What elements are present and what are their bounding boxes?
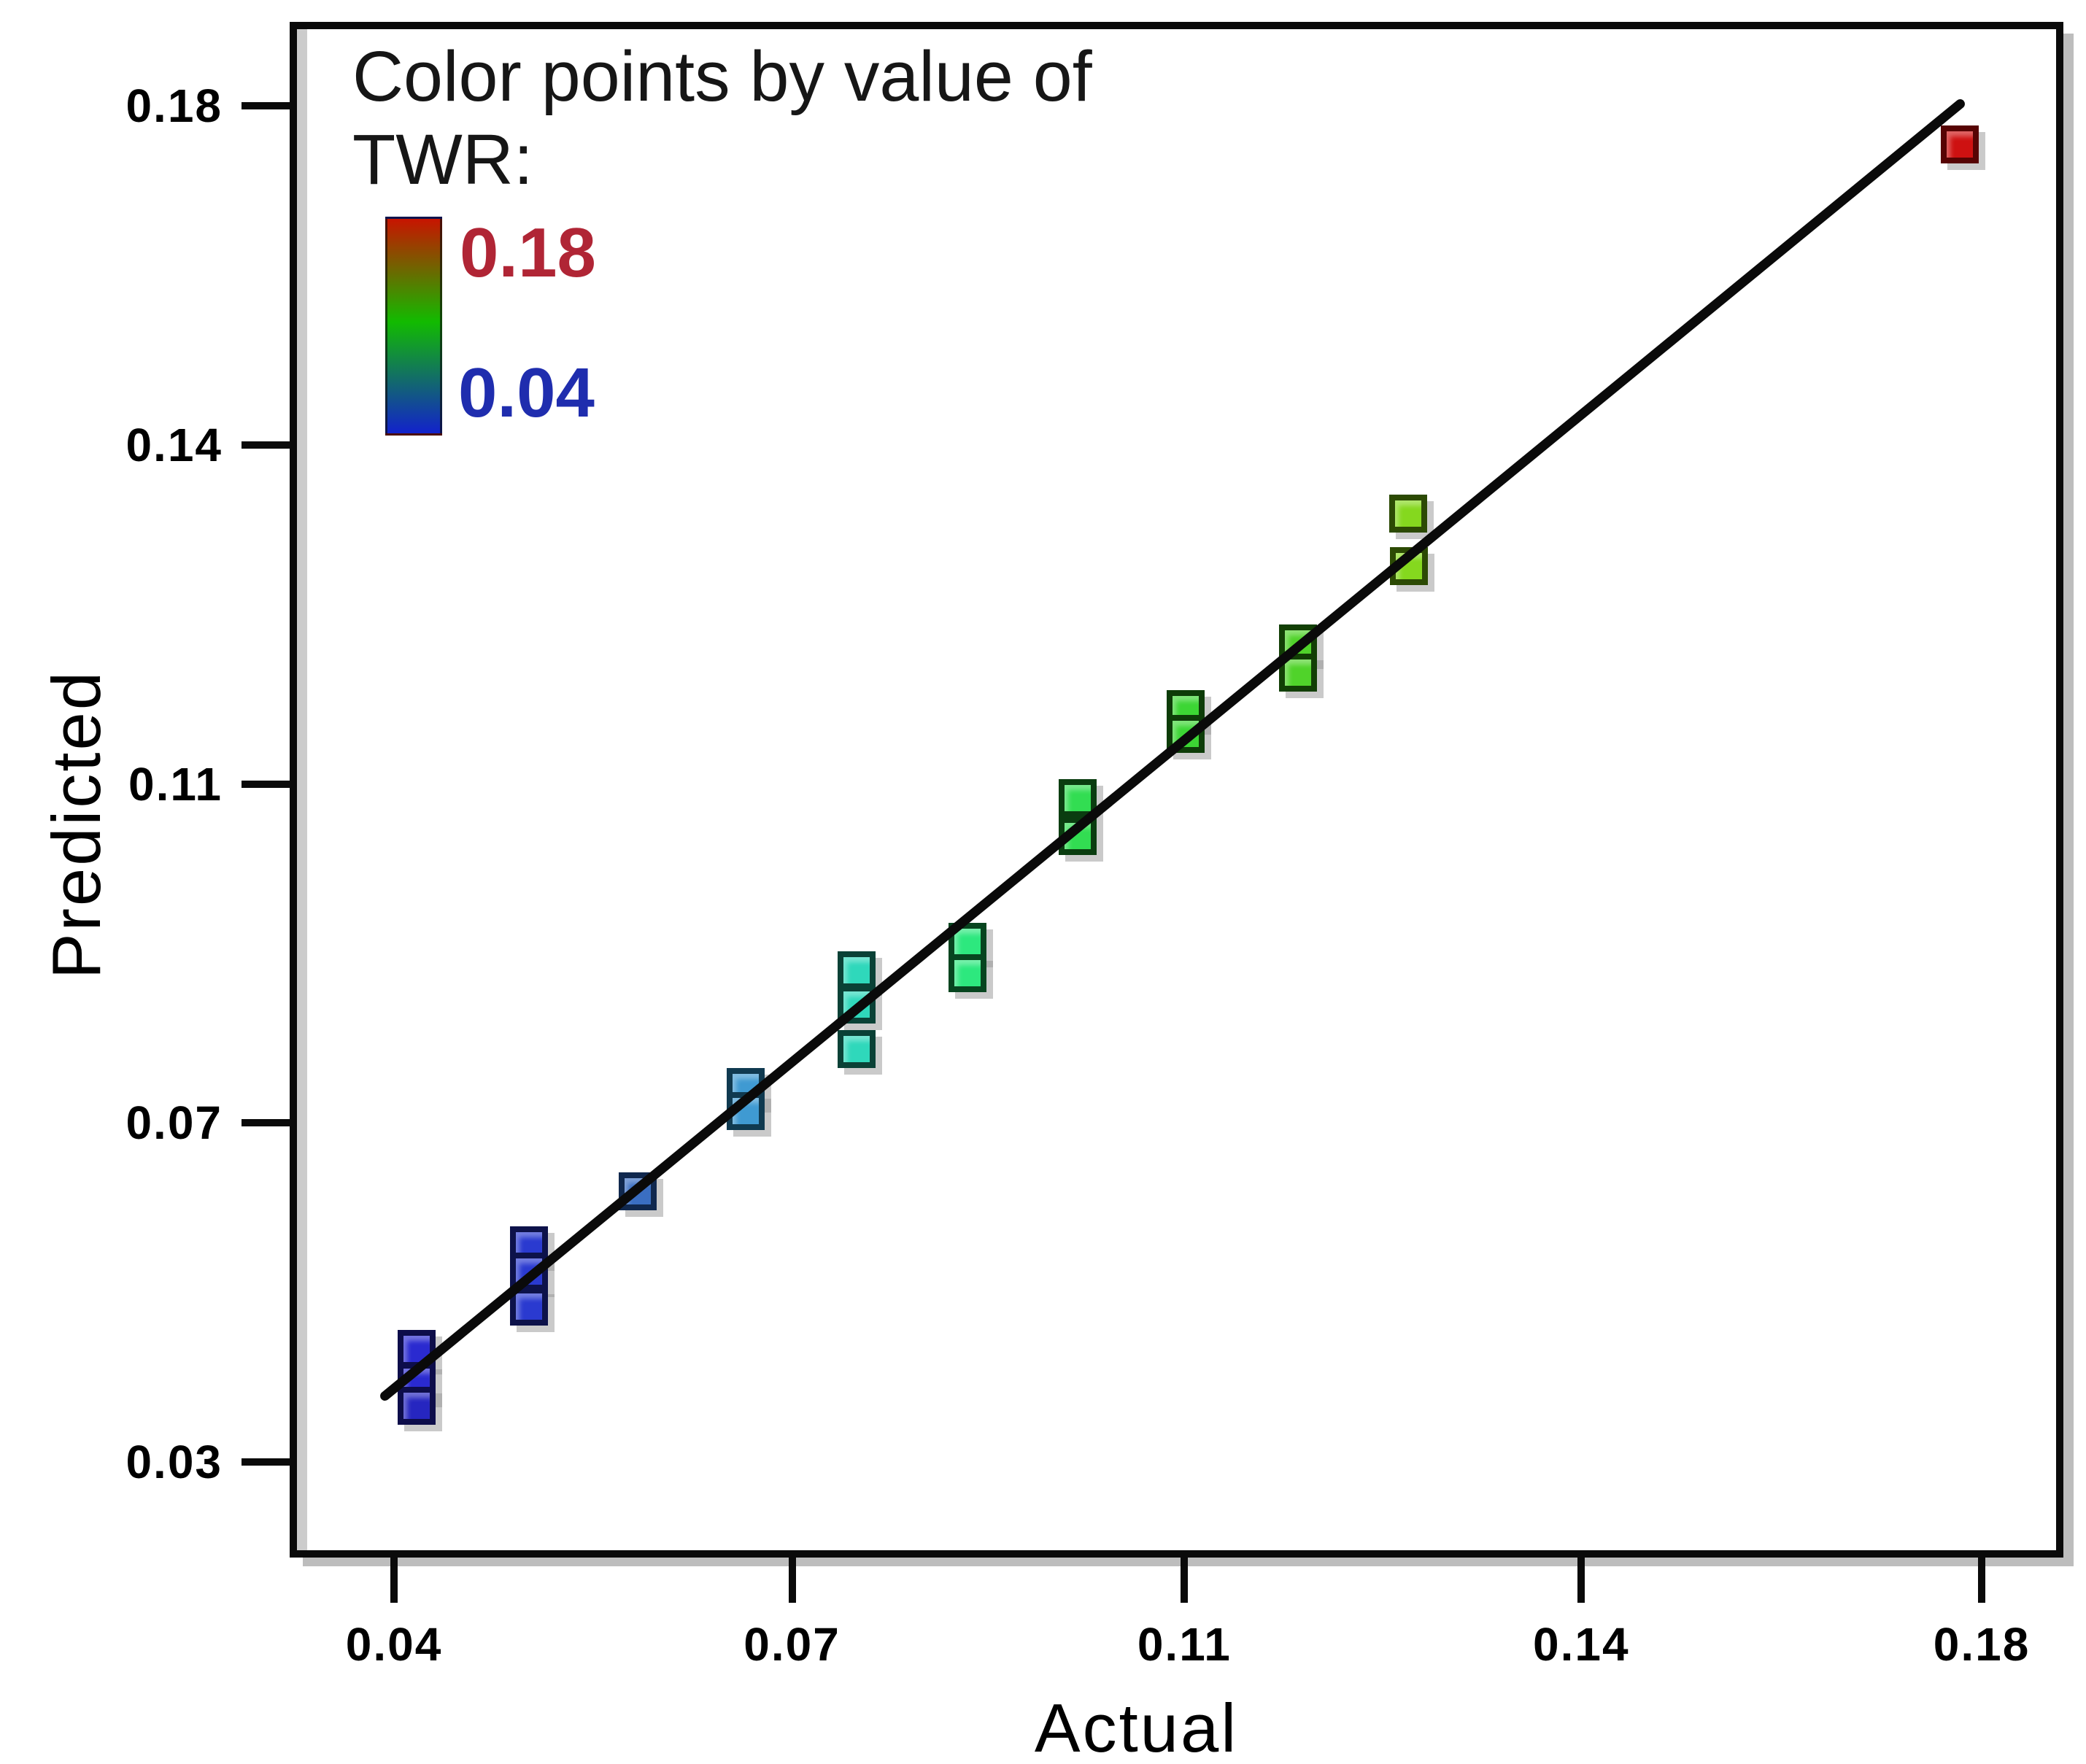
color-legend: Color points by value of TWR: 0.18 0.04 xyxy=(352,35,1092,436)
x-axis-tick-label: 0.18 xyxy=(1933,1618,2031,1671)
data-point[interactable] xyxy=(838,1029,876,1068)
legend-title-line2: TWR: xyxy=(352,120,533,200)
legend-title-line1: Color points by value of xyxy=(352,36,1092,116)
x-axis-tick-label: 0.14 xyxy=(1533,1618,1630,1671)
diagonal-fit-line xyxy=(380,99,1965,1401)
x-axis-tick xyxy=(788,1558,796,1603)
x-axis-title: Actual xyxy=(1034,1690,1239,1764)
y-axis-tick-label: 0.07 xyxy=(125,1096,223,1150)
data-point[interactable] xyxy=(838,951,876,989)
data-point[interactable] xyxy=(1166,715,1205,754)
x-axis-tick-label: 0.04 xyxy=(345,1618,443,1671)
y-axis-tick xyxy=(242,441,290,449)
y-axis-tick xyxy=(242,780,290,788)
y-axis-tick-label: 0.18 xyxy=(125,80,223,132)
y-axis-tick-label: 0.11 xyxy=(128,757,223,811)
plot-area xyxy=(290,22,2063,1558)
data-point[interactable] xyxy=(1941,125,1979,164)
data-point[interactable] xyxy=(398,1330,436,1369)
y-axis-tick xyxy=(242,102,290,109)
legend-gradient-bar xyxy=(385,217,442,436)
data-point[interactable] xyxy=(1388,494,1427,533)
x-axis-tick-label: 0.11 xyxy=(1137,1618,1232,1671)
x-axis-tick xyxy=(1978,1558,1985,1603)
data-point[interactable] xyxy=(1059,779,1097,818)
legend-min-value: 0.04 xyxy=(458,354,595,432)
y-axis-tick-label: 0.03 xyxy=(125,1436,223,1488)
data-point[interactable] xyxy=(398,1387,436,1425)
y-axis-title: Predicted xyxy=(38,669,115,980)
data-point[interactable] xyxy=(949,953,987,992)
x-axis-tick xyxy=(1181,1558,1189,1603)
legend-max-value: 0.18 xyxy=(460,214,596,292)
y-axis-tick xyxy=(242,1458,290,1466)
x-axis-tick xyxy=(390,1558,398,1603)
x-axis-tick-label: 0.07 xyxy=(743,1618,841,1671)
legend-title: Color points by value of TWR: xyxy=(352,35,1092,202)
y-axis-tick xyxy=(242,1119,290,1127)
y-axis-tick-label: 0.14 xyxy=(125,418,223,471)
x-axis-tick xyxy=(1577,1558,1585,1603)
